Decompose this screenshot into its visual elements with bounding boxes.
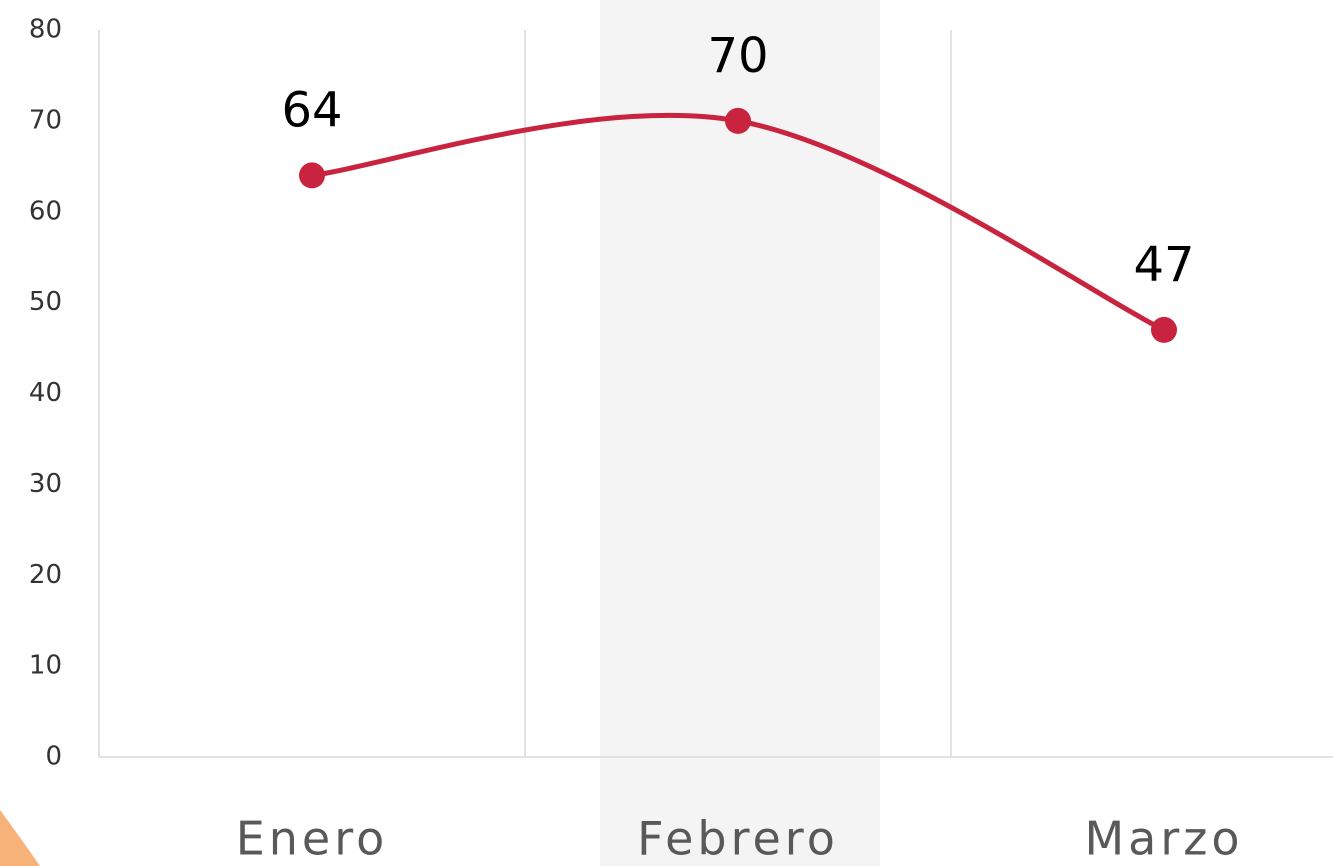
point	[1151, 317, 1177, 343]
data-label: 64	[281, 82, 342, 138]
chart: 0 10 20 30 40 50 60 70 80 Enero Febrero Marzo 64 70 47	[0, 0, 1333, 866]
y-tick-label: 50	[29, 287, 62, 317]
data-label: 47	[1133, 237, 1194, 293]
y-tick-label: 60	[29, 196, 62, 226]
point	[725, 108, 751, 134]
y-tick-label: 80	[29, 15, 62, 45]
x-tick-label: Enero	[236, 812, 389, 866]
decoration	[0, 810, 40, 866]
point	[299, 162, 325, 188]
x-tick-label: Febrero	[637, 812, 839, 866]
page: {"chart_data": {"type": "line", "categor…	[0, 0, 1333, 866]
y-tick-label: 70	[29, 105, 62, 135]
x-tick-label: Marzo	[1084, 812, 1243, 866]
y-tick-label: 20	[29, 560, 62, 590]
y-tick-label: 30	[29, 469, 62, 499]
y-tick-label: 10	[29, 651, 62, 681]
y-tick-label: 0	[45, 742, 62, 772]
y-tick-label: 40	[29, 378, 62, 408]
data-label: 70	[707, 28, 768, 84]
